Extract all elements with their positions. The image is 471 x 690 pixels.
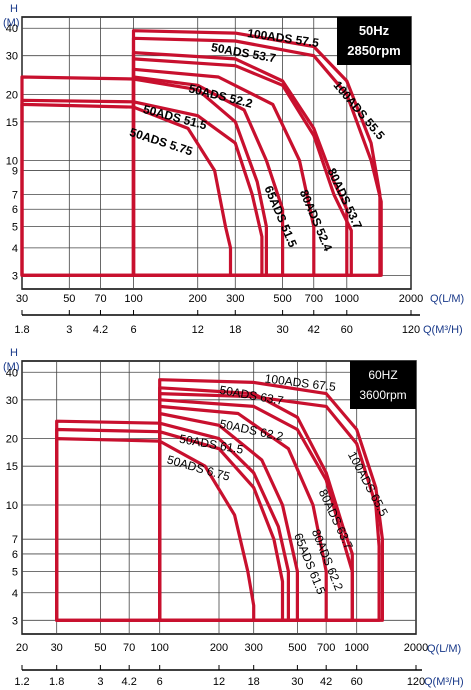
y-tick-label: 10 (6, 155, 18, 167)
x-tick-label: 700 (305, 293, 323, 305)
x-tick-label: 30 (51, 642, 63, 654)
series-curve (20, 98, 264, 277)
x2-tick-label: 18 (248, 676, 260, 688)
x2-tick-label: 6 (130, 324, 136, 336)
x-axis-title: Q(L/M) (430, 293, 464, 305)
x2-tick-label: 1.8 (14, 324, 29, 336)
y-tick-label: 15 (6, 461, 18, 473)
x2-tick-label: 4.2 (93, 324, 108, 336)
x-tick-label: 700 (317, 642, 335, 654)
series-label: 80ADS 53.7 (325, 166, 365, 231)
y-tick-label: 5 (12, 566, 18, 578)
badge-bg (350, 361, 416, 409)
y-tick-label: 6 (12, 549, 18, 561)
x-tick-label: 300 (245, 642, 263, 654)
series-label: 100ADS 55.5 (331, 78, 388, 142)
x-tick-label: 50 (94, 642, 106, 654)
y-tick-label: 20 (6, 89, 18, 101)
x2-tick-label: 1.2 (14, 676, 29, 688)
x-tick-label: 200 (210, 642, 228, 654)
x-ticks: 30 50 70 100 200 300 500 700 1000 2000 (16, 293, 423, 305)
series-curve (20, 102, 233, 277)
x2-tick-label: 30 (291, 676, 303, 688)
badge-bg (337, 17, 411, 65)
x-tick-label: 70 (94, 293, 106, 305)
x-tick-label: 300 (226, 293, 244, 305)
series-label: 50ADS 52.2 (187, 81, 254, 110)
y-tick-label: 4 (12, 588, 18, 600)
x-tick-label: 2000 (399, 293, 423, 305)
y-tick-label: 7 (12, 534, 18, 546)
y-tick-label: 9 (12, 166, 18, 178)
x-tick-label: 500 (288, 642, 306, 654)
x-tick-label: 30 (16, 293, 28, 305)
x-ticks: 20 30 50 70 100 200 300 500 700 1000 2000 (16, 642, 428, 654)
y-tick-label: 30 (6, 395, 18, 407)
x2-tick-label: 18 (229, 324, 241, 336)
y-tick-label: 6 (12, 204, 18, 216)
x-tick-label: 200 (189, 293, 207, 305)
badge-line2: 2850rpm (347, 43, 400, 58)
series-label: 50ADS 6.75 (165, 452, 231, 483)
series-label: 80ADS 52.4 (297, 188, 336, 254)
x-tick-label: 100 (151, 642, 169, 654)
y-axis-label-h: H (10, 3, 18, 15)
y-tick-label: 3 (12, 615, 18, 627)
x2-tick-label: 30 (276, 324, 288, 336)
series-label: 50ADS 51.5 (142, 102, 209, 133)
x2-tick-label: 120 (402, 324, 420, 336)
x2-ticks: 1.2 1.8 3 4.2 6 12 18 30 42 60 120 (14, 665, 425, 688)
x2-tick-label: 60 (351, 676, 363, 688)
x-tick-label: 1000 (344, 642, 368, 654)
x-tick-label: 20 (16, 642, 28, 654)
badge-line2: 3600rpm (359, 388, 406, 402)
x2-ticks: 1.8 3 4.2 6 12 18 30 42 60 120 (14, 310, 420, 336)
y-tick-label: 3 (12, 270, 18, 282)
x2-tick-label: 42 (308, 324, 320, 336)
badge-line1: 60HZ (368, 368, 397, 382)
x-tick-label: 70 (123, 642, 135, 654)
x2-tick-label: 12 (213, 676, 225, 688)
y-tick-label: 40 (6, 23, 18, 35)
x-tick-label: 500 (273, 293, 291, 305)
y-axis-label-m: (M) (3, 17, 20, 29)
y-axis-label-m: (M) (3, 361, 20, 373)
x2-tick-label: 42 (320, 676, 332, 688)
x-tick-label: 50 (63, 293, 75, 305)
y-tick-label: 10 (6, 500, 18, 512)
series-curve (55, 437, 256, 622)
x-tick-label: 100 (124, 293, 142, 305)
badge-line1: 50Hz (359, 23, 390, 38)
y-tick-label: 40 (6, 367, 18, 379)
x-axis-title: Q(L/M) (427, 643, 461, 655)
x2-tick-label: 60 (341, 324, 353, 336)
x2-tick-label: 3 (66, 324, 72, 336)
y-tick-label: 4 (12, 243, 18, 255)
series-curve (131, 67, 316, 277)
y-tick-label: 20 (6, 434, 18, 446)
y-tick-label: 30 (6, 51, 18, 63)
x2-axis-title: Q(M³/H) (423, 324, 463, 336)
x2-tick-label: 120 (407, 676, 425, 688)
x2-tick-label: 4.2 (122, 676, 137, 688)
y-tick-label: 5 (12, 222, 18, 234)
x2-tick-label: 6 (157, 676, 163, 688)
x2-tick-label: 12 (192, 324, 204, 336)
x-tick-label: 2000 (404, 642, 428, 654)
series-label: 50ADS 5.75 (128, 125, 195, 159)
x2-tick-label: 3 (97, 676, 103, 688)
x2-axis-title: Q(M³/H) (424, 676, 464, 688)
y-axis-label-h: H (10, 347, 18, 359)
y-tick-label: 7 (12, 190, 18, 202)
series-curve (158, 404, 328, 622)
y-tick-label: 15 (6, 117, 18, 129)
x2-tick-label: 1.8 (49, 676, 64, 688)
x-tick-label: 1000 (335, 293, 359, 305)
